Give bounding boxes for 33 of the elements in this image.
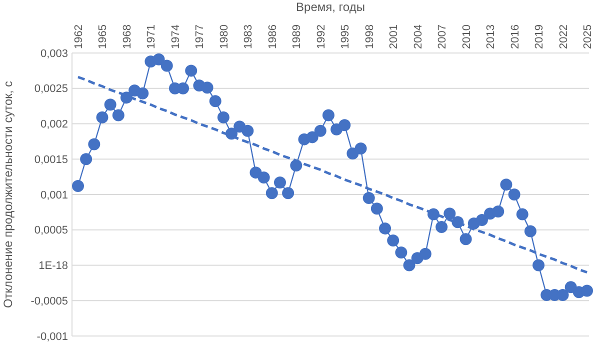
x-tick-label: 1965	[97, 24, 110, 49]
x-tick-label: 2019	[534, 24, 546, 49]
x-tick-label: 2016	[509, 24, 522, 49]
y-tick-label: 0,0015	[34, 154, 68, 166]
x-tick-label: 1962	[73, 24, 85, 49]
x-tick-label: 1977	[194, 24, 206, 49]
x-tick-label: 1971	[146, 24, 158, 49]
y-tick-label: -0,001	[36, 330, 68, 342]
y-tick-label: 0,001	[40, 189, 68, 202]
y-tick-label: 0,002	[40, 118, 68, 131]
y-tick-label: 0,0005	[34, 224, 68, 237]
x-tick-label: 2001	[388, 24, 400, 49]
x-tick-label: 2025	[582, 24, 594, 49]
x-tick-label: 1995	[340, 24, 352, 49]
x-tick-label: 1998	[364, 24, 376, 49]
x-tick-label: 2004	[412, 24, 424, 49]
x-tick-label: 1986	[266, 24, 279, 49]
x-tick-label: 1992	[315, 24, 328, 49]
x-tick-label: 1980	[218, 24, 230, 49]
x-tick-label: 2007	[436, 24, 449, 49]
x-tick-label: 1974	[170, 24, 182, 49]
y-tick-label: -0,0005	[30, 295, 68, 308]
x-tick-label: 1983	[242, 24, 255, 49]
x-tick-label: 2010	[460, 24, 473, 49]
y-tick-label: 0,0025	[34, 83, 68, 96]
x-tick-label: 2022	[558, 24, 570, 49]
y-tick-label: 1E-18	[38, 260, 68, 272]
y-tick-label: 0,003	[40, 48, 68, 60]
x-tick-label: 2013	[485, 24, 498, 49]
x-axis-title: Время, годы	[296, 0, 365, 14]
y-axis-title: Отклонение продолжительности суток, с	[1, 80, 15, 308]
x-tick-label: 1968	[121, 24, 134, 49]
x-tick-label: 1989	[291, 24, 304, 49]
